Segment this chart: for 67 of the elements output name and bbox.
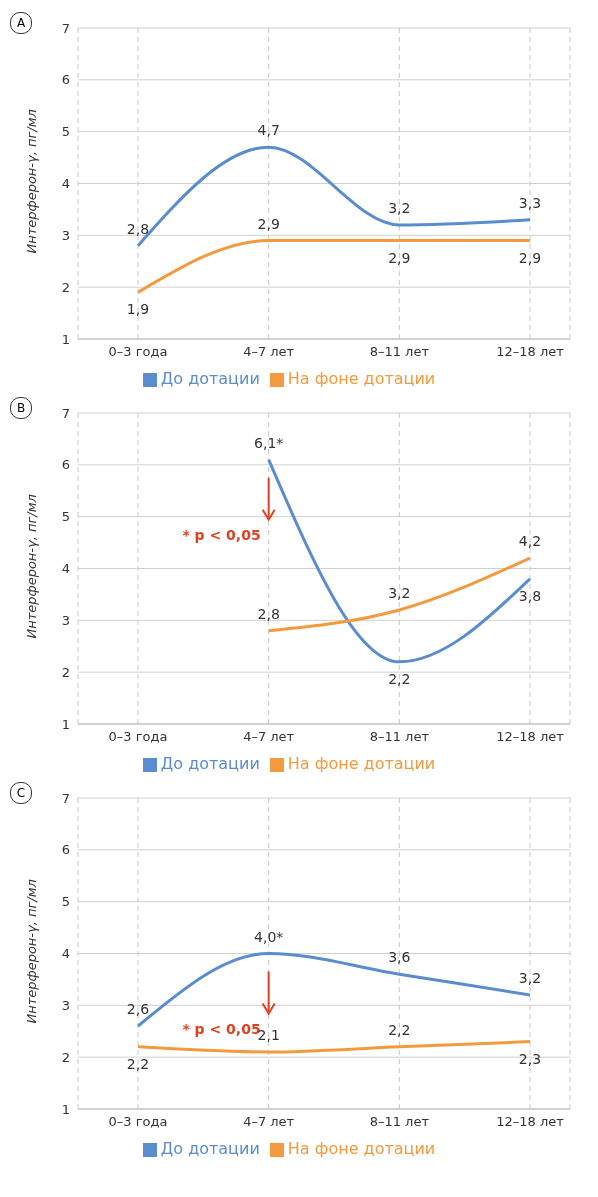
y-axis-title: Интерферон-γ, пг/мл [23,109,39,254]
y-tick-label: 1 [61,1101,70,1117]
x-tick-label: 4–7 лет [243,1114,295,1130]
legend-label: На фоне дотации [287,369,436,388]
data-label: 4,7 [257,122,280,139]
data-label: 2,2 [388,670,411,687]
legend-label: На фоне дотации [287,1139,436,1158]
data-label: 2,9 [518,249,542,266]
y-axis-title: Интерферон-γ, пг/мл [23,494,39,639]
data-label: 3,8 [518,587,542,604]
x-tick-label: 0–3 года [108,344,168,360]
y-tick-label: 5 [61,894,70,910]
data-label: 3,6 [388,949,411,966]
data-label: 2,2 [126,1055,150,1072]
y-tick-label: 2 [61,1049,70,1065]
y-tick-label: 7 [61,405,70,421]
data-label: 3,3 [518,194,542,211]
data-label: 1,9 [126,301,150,318]
annotation: * p < 0,05 [182,526,261,543]
x-tick-label: 12–18 лет [496,344,565,360]
x-tick-label: 8–11 лет [369,1114,430,1130]
y-tick-label: 7 [61,790,70,806]
x-tick-label: 0–3 года [108,729,168,745]
y-tick-label: 7 [61,20,70,36]
legend-label: До дотации [160,754,260,773]
x-tick-label: 8–11 лет [369,344,430,360]
data-label: 4,2 [518,533,542,550]
y-tick-label: 5 [61,509,70,525]
y-tick-label: 6 [61,72,70,88]
legend-label: До дотации [160,369,260,388]
y-tick-label: 3 [61,612,70,628]
data-label: 2,8 [257,605,280,622]
data-label: 4,0* [254,928,284,945]
x-tick-label: 12–18 лет [496,729,565,745]
data-label: 2,9 [388,249,411,266]
y-tick-label: 2 [61,664,70,680]
y-tick-label: 1 [61,331,70,347]
data-label: 3,2 [388,199,411,216]
data-label: 2,2 [388,1021,411,1038]
chart-title: B [10,397,32,419]
data-label: 2,3 [518,1050,542,1067]
x-tick-label: 8–11 лет [369,729,430,745]
y-tick-label: 4 [61,561,70,577]
data-label: 3,2 [388,584,411,601]
y-tick-label: 4 [61,176,70,192]
y-axis-title: Интерферон-γ, пг/мл [23,879,39,1024]
x-tick-label: 4–7 лет [243,729,295,745]
y-tick-label: 5 [61,124,70,140]
data-label: 3,2 [518,969,542,986]
x-tick-label: 4–7 лет [243,344,295,360]
legend-label: До дотации [160,1139,260,1158]
y-tick-label: 2 [61,279,70,295]
y-tick-label: 3 [61,997,70,1013]
data-label: 2,8 [126,220,150,237]
y-tick-label: 1 [61,716,70,732]
y-tick-label: 3 [61,227,70,243]
x-tick-label: 12–18 лет [496,1114,565,1130]
chart-title: A [10,12,32,34]
y-tick-label: 6 [61,842,70,858]
data-label: 2,6 [126,1001,150,1018]
y-tick-label: 6 [61,457,70,473]
x-tick-label: 0–3 года [108,1114,168,1130]
y-tick-label: 4 [61,946,70,962]
chart-title: C [10,782,32,804]
legend-label: На фоне дотации [287,754,436,773]
data-label: 2,9 [257,215,280,232]
data-label: 6,1* [254,434,284,451]
